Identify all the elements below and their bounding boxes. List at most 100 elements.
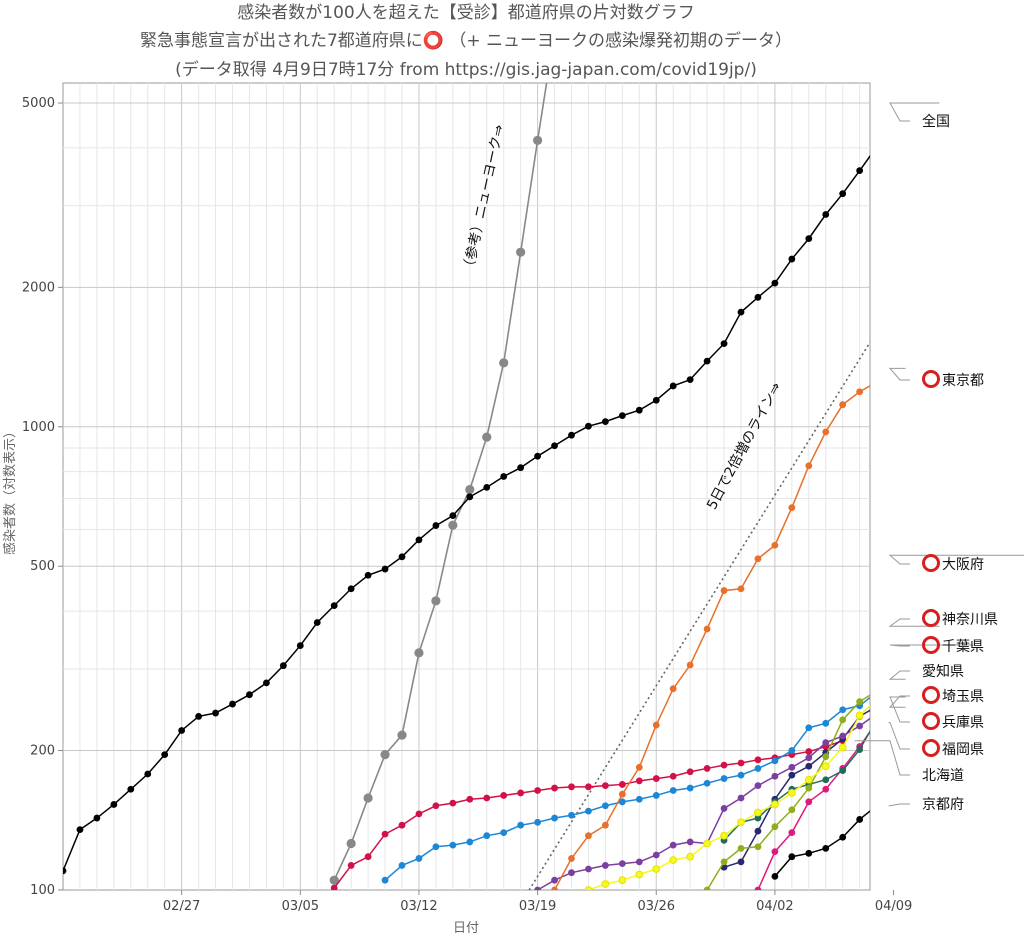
- series-東京都-point: [585, 832, 592, 840]
- series-東京都-point: [720, 587, 728, 594]
- series-埼玉県-point: [839, 732, 847, 740]
- series-神奈川県-point: [771, 823, 779, 831]
- series-東京都-point: [686, 661, 694, 669]
- series-東京都-point: [788, 504, 796, 512]
- series-大阪府-point: [975, 593, 982, 600]
- series-神奈川県-point: [754, 843, 762, 851]
- series-label-大阪府: 大阪府: [942, 557, 984, 573]
- series-（参考）ニューヨーク-point: [465, 484, 475, 495]
- series-（参考）ニューヨーク-point: [431, 596, 441, 606]
- series-大阪府-point: [873, 696, 880, 703]
- series-福岡県-point: [754, 886, 762, 890]
- series-北海道-point: [534, 787, 541, 794]
- leader-愛知県: [888, 670, 910, 680]
- series-大阪府-point: [771, 800, 779, 809]
- series-（参考）ニューヨーク-point: [380, 750, 390, 760]
- series-埼玉県-point: [602, 862, 609, 869]
- series-全国: [63, 130, 897, 875]
- title-line-1: 感染者数が100人を超えた【受診】都道府県の片対数グラフ: [237, 3, 694, 23]
- series-神奈川県-point: [822, 753, 830, 761]
- series-埼玉県-point: [754, 782, 762, 790]
- series-全国-point: [296, 642, 304, 649]
- series-埼玉県-point: [856, 722, 864, 730]
- series-label-千葉県: 千葉県: [942, 639, 984, 655]
- series-全国-point: [771, 279, 779, 287]
- series-大阪府: [584, 567, 1016, 890]
- series-神奈川県-point: [805, 784, 813, 792]
- series-東京都-point: [602, 821, 609, 829]
- series-全国-point: [686, 376, 694, 384]
- series-大阪府-point: [1009, 567, 1016, 574]
- series-埼玉県-point: [534, 886, 541, 890]
- series-大阪府-point: [907, 658, 914, 665]
- series-東京都-point: [873, 379, 880, 386]
- series-神奈川県-point: [907, 656, 914, 663]
- series-全国-point: [449, 512, 457, 520]
- grid: [63, 83, 870, 890]
- series-全国-point: [110, 801, 118, 808]
- series-京都府: [771, 802, 880, 880]
- series-神奈川県-point: [856, 698, 864, 706]
- series-全国-point: [602, 418, 609, 426]
- series-愛知県-point: [737, 771, 745, 779]
- series-（参考）ニューヨーク-point: [482, 432, 492, 442]
- series-（参考）ニューヨーク-point: [499, 358, 509, 368]
- leader-京都府: [888, 803, 910, 807]
- series-全国-point: [822, 211, 830, 218]
- emergency-mark-icon: [922, 609, 940, 627]
- series-北海道-point: [330, 884, 338, 890]
- series-全国-point: [703, 357, 711, 365]
- x-tick-label: 03/26: [638, 899, 675, 914]
- series-北海道-point: [415, 810, 423, 818]
- series-愛知県-point: [415, 855, 423, 862]
- series-label-愛知県: 愛知県: [922, 663, 964, 680]
- series-label-東京都: 東京都: [942, 373, 984, 389]
- series-北海道-point: [720, 761, 728, 769]
- y-tick-label: 2000: [22, 280, 55, 295]
- series-大阪府-point: [618, 876, 627, 885]
- series-全国-point: [856, 167, 864, 175]
- series-北海道: [330, 737, 847, 890]
- series-（参考）ニューヨーク-line: [333, 83, 548, 881]
- series-埼玉県: [534, 717, 870, 890]
- y-tick-label: 200: [30, 744, 55, 759]
- y-tick-label: 1000: [22, 420, 55, 435]
- series-全国-point: [76, 826, 84, 834]
- x-tick-label: 03/12: [400, 899, 437, 914]
- series-福岡県-point: [771, 848, 779, 856]
- series-京都府-point: [856, 816, 864, 823]
- series-埼玉県-point: [805, 754, 813, 762]
- series-全国-point: [890, 130, 897, 137]
- title-line-2: 緊急事態宣言が出された7都道府県に⭕ （+ ニューヨークの感染爆発初期のデータ）: [140, 30, 792, 51]
- series-京都府-point: [873, 802, 880, 809]
- series-東京都-point: [805, 462, 813, 470]
- series-愛知県-point: [754, 765, 762, 772]
- series-神奈川県-point: [720, 858, 728, 866]
- series-東京都-point: [635, 763, 643, 771]
- series-全国-point: [551, 442, 558, 450]
- series-北海道-point: [381, 830, 389, 838]
- series-大阪府-point: [855, 711, 864, 720]
- series-大阪府-point: [787, 789, 796, 797]
- series-千葉県-point: [907, 696, 914, 703]
- series-北海道-point: [652, 775, 660, 782]
- series-全国-point: [415, 536, 423, 544]
- series-全国-point: [635, 406, 643, 414]
- series-北海道-point: [466, 795, 474, 803]
- series-（参考）ニューヨーク-point: [397, 730, 407, 740]
- series-愛知県-point: [805, 724, 813, 732]
- leader-兵庫県: [889, 696, 910, 723]
- series-千葉県-point: [839, 767, 847, 775]
- series-東京都-point: [669, 685, 677, 693]
- series-全国-point: [618, 412, 626, 420]
- series-全国-point: [839, 190, 847, 198]
- series-（参考）ニューヨーク-point: [448, 520, 458, 530]
- series-愛知県-point: [839, 706, 847, 714]
- series-全国-point: [466, 493, 474, 501]
- series-愛知県: [381, 696, 870, 884]
- series-愛知県-point: [517, 821, 525, 829]
- series-全国-point: [585, 422, 592, 430]
- emergency-mark-icon: [922, 370, 940, 388]
- series-愛知県-point: [551, 814, 558, 822]
